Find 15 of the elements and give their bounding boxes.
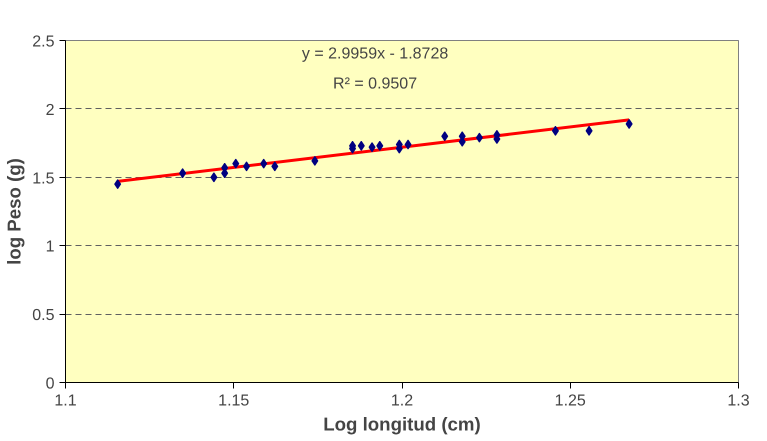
y-tick-label: 1.5 <box>32 170 55 188</box>
y-tick-label: 1 <box>46 238 55 256</box>
y-tick-label: 2 <box>46 102 55 119</box>
x-tick-label: 1.2 <box>390 392 414 410</box>
x-tick-label: 1.1 <box>54 392 77 410</box>
x-axis-title: Log longitud (cm) <box>323 414 481 434</box>
y-tick-label: 2.5 <box>32 34 55 50</box>
x-tick-label: 1.25 <box>554 392 586 410</box>
x-tick-label: 1.15 <box>218 392 250 410</box>
y-tick-label: 0.5 <box>32 307 55 324</box>
annotation: R² = 0.9507 <box>333 76 418 92</box>
x-tick-label: 1.3 <box>727 392 750 410</box>
y-tick-label: 0 <box>46 376 55 392</box>
annotation: y = 2.9959x - 1.8728 <box>302 46 448 62</box>
y-axis-title: log Peso (g) <box>3 158 24 265</box>
